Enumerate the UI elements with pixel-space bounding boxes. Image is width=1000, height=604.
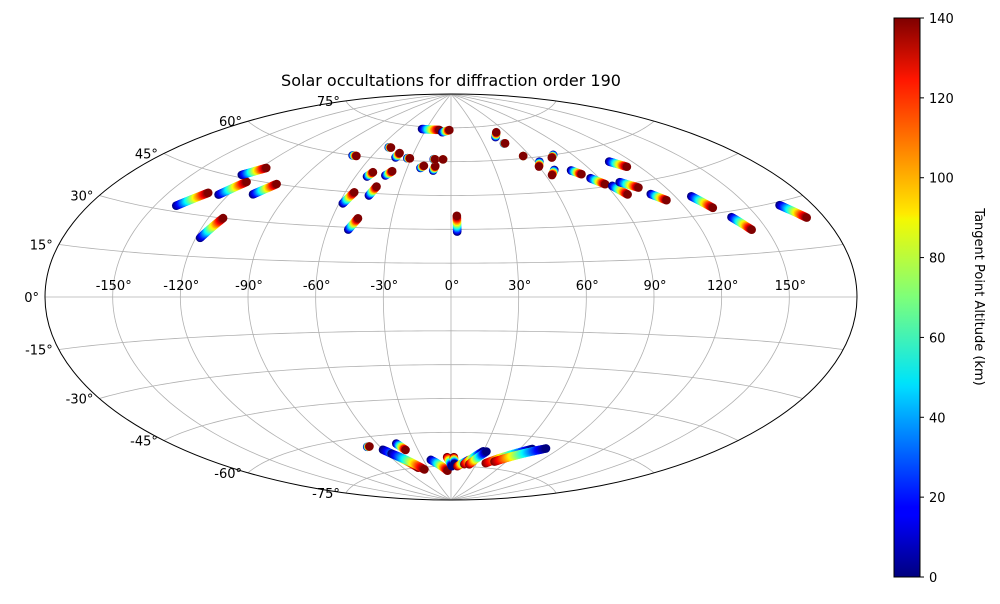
data-point [261,163,271,173]
colorbar-gradient [893,17,921,578]
data-point [387,166,397,176]
colorbar-tick-label: 60 [929,331,946,346]
data-point [482,447,491,456]
longitude-tick-label: 0° [445,279,460,294]
colorbar-tick-label: 0 [929,571,937,586]
longitude-tick-label: 150° [775,279,806,294]
colorbar-label: Tangent Point Altitude (km) [971,207,986,385]
latitude-tick-label: -15° [25,344,53,359]
latitude-tick-label: 45° [135,148,158,163]
data-point [431,161,440,171]
colorbar-ticks: 0 20 40 60 80 100 120 140 [920,12,954,586]
latitude-tick-label: 0° [24,291,39,306]
colorbar-tick-label: 140 [929,12,954,27]
data-point [352,151,361,161]
longitude-tick-label: -60° [303,279,331,294]
data-point [491,127,501,137]
data-point [518,151,528,161]
data-point [534,162,544,171]
data-point [452,211,462,221]
data-point [242,177,251,187]
data-point [203,188,213,198]
parallel-line [247,431,655,474]
longitude-tick-label: -30° [370,279,398,294]
colorbar: 0 20 40 60 80 100 120 140 Tangent Point Altitud… [893,12,986,586]
data-point [802,213,811,222]
parallel-line [58,244,844,264]
latitude-tick-label: 75° [317,95,340,110]
data-point [372,182,381,191]
longitude-tick-label: 30° [508,279,531,294]
latitude-tick-label: 60° [219,115,242,130]
data-point [445,125,454,135]
longitude-tick-label: 60° [576,279,599,294]
data-point [747,225,756,235]
data-point [541,444,551,453]
latitude-tick-label: -60° [214,467,242,482]
data-point [272,179,281,189]
data-point [438,155,448,164]
data-point [368,167,378,177]
parallel-line [99,364,803,399]
data-point [547,153,557,162]
data-point [395,148,404,158]
data-point [401,445,410,455]
data-point [420,465,429,474]
data-point [386,143,396,152]
latitude-tick-label: -30° [66,393,94,408]
chart-title: Solar occultations for diffraction order… [281,71,621,90]
data-point [662,195,671,205]
data-point [708,203,718,213]
data-point [349,187,359,197]
data-point [405,154,415,163]
data-point [353,214,363,223]
colorbar-tick-label: 40 [929,411,946,426]
longitude-tick-label: -150° [96,279,132,294]
occultation-points [171,124,811,476]
data-point [547,170,557,180]
data-point [623,190,632,199]
parallel-line [58,330,844,350]
latitude-tick-label: 30° [70,190,93,205]
longitude-tick-label: -120° [163,279,199,294]
data-point [622,162,632,172]
data-point [365,442,374,451]
latitude-tick-label: 15° [30,239,53,254]
map-boundary [44,93,858,501]
data-point [634,183,643,192]
latitude-tick-labels: -75° -60° -45° -30° -15° 0° 15° 30° 45° 60° 75° [24,95,340,502]
parallel-line [247,120,655,163]
parallel-line [99,195,803,230]
longitude-tick-labels: -150° -120° -90° -60° -30° 0° 30° 60° 90° 120° 150… [96,279,806,294]
colorbar-tick-label: 120 [929,92,954,107]
colorbar-tick-label: 20 [929,491,946,506]
longitude-tick-label: 120° [707,279,738,294]
graticule [45,94,857,500]
longitude-tick-label: -90° [235,279,263,294]
data-point [500,139,510,148]
latitude-tick-label: -45° [130,435,158,450]
colorbar-tick-label: 80 [929,252,946,267]
data-point [430,154,440,164]
latitude-tick-label: -75° [312,487,340,502]
data-point [600,179,610,189]
colorbar-tick-label: 100 [929,172,954,187]
longitude-tick-label: 90° [643,279,666,294]
data-point [419,161,429,171]
parallel-line [163,398,739,441]
data-point [577,169,586,179]
data-point [218,213,228,223]
